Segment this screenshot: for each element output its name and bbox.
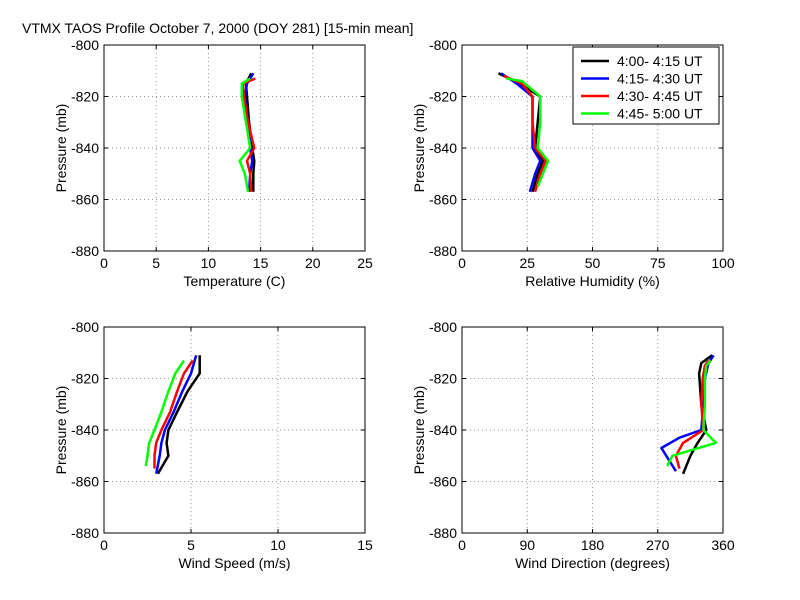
figure-title: VTMX TAOS Profile October 7, 2000 (DOY 2… bbox=[22, 20, 413, 36]
y-tick-label: -880 bbox=[71, 525, 99, 541]
legend: 4:00- 4:15 UT 4:15- 4:30 UT4:30- 4:45 UT 4… bbox=[572, 46, 720, 125]
y-tick-label: -840 bbox=[71, 422, 99, 438]
series-line-4 bbox=[144, 359, 186, 467]
plot-frame bbox=[103, 44, 366, 252]
plot-area bbox=[461, 326, 724, 534]
chart-panel-2: 0 25 50 75 100 -800 -820 -840 -860 -880 Relative H… bbox=[411, 37, 735, 289]
y-tick-label: -880 bbox=[429, 525, 457, 541]
x-tick-label: 0 bbox=[100, 537, 108, 553]
x-axis-label: Wind Direction (degrees) bbox=[515, 555, 670, 571]
x-tick-label: 20 bbox=[305, 255, 321, 271]
y-axis-label: Pressure (mb) bbox=[411, 104, 427, 193]
plot-frame bbox=[461, 326, 724, 534]
legend-label-1: 4:00- 4:15 UT bbox=[617, 53, 703, 69]
y-tick-label: -840 bbox=[71, 140, 99, 156]
plot-frame bbox=[461, 44, 724, 252]
y-tick-label: -820 bbox=[71, 89, 99, 105]
series-line-3 bbox=[153, 359, 194, 469]
x-tick-label: 0 bbox=[458, 537, 466, 553]
y-tick-label: -880 bbox=[429, 243, 457, 259]
x-tick-label: 90 bbox=[519, 537, 535, 553]
chart-panel-1: 0 5 10 15 20 25 -800 -820 -840 -860 -880 Temperatur… bbox=[53, 37, 373, 289]
series-line-3 bbox=[241, 77, 256, 192]
x-tick-label: 75 bbox=[650, 255, 666, 271]
y-tick-label: -820 bbox=[71, 371, 99, 387]
series-line-3 bbox=[503, 74, 547, 193]
legend-label-4: 4:45- 5:00 UT bbox=[617, 106, 703, 122]
y-axis-label: Pressure (mb) bbox=[53, 386, 69, 475]
y-tick-label: -860 bbox=[71, 474, 99, 490]
x-axis-label: Wind Speed (m/s) bbox=[178, 555, 290, 571]
y-tick-label: -800 bbox=[429, 319, 457, 335]
x-tick-label: 25 bbox=[357, 255, 373, 271]
y-tick-label: -800 bbox=[71, 37, 99, 53]
series-line-2 bbox=[154, 354, 198, 475]
x-tick-label: 0 bbox=[100, 255, 108, 271]
y-tick-label: -800 bbox=[71, 319, 99, 335]
y-tick-label: -880 bbox=[71, 243, 99, 259]
chart-panel-3: 0 5 10 15 -800 -820 -840 -860 -880 Wind Speed (m/… bbox=[53, 319, 373, 571]
y-axis-label: Pressure (mb) bbox=[411, 386, 427, 475]
x-tick-label: 5 bbox=[187, 537, 195, 553]
x-tick-label: 5 bbox=[152, 255, 160, 271]
chart-panel-4: 0 90 180 270 360 -800 -820 -840 -860 -880 Wind Dir… bbox=[411, 319, 735, 571]
y-tick-label: -860 bbox=[429, 474, 457, 490]
x-tick-label: 270 bbox=[646, 537, 670, 553]
y-tick-label: -860 bbox=[429, 192, 457, 208]
series-line-2 bbox=[500, 72, 542, 193]
y-tick-label: -820 bbox=[429, 89, 457, 105]
series-line-4 bbox=[238, 77, 252, 193]
y-tick-label: -840 bbox=[429, 422, 457, 438]
plot-frame bbox=[103, 326, 366, 534]
plot-area bbox=[103, 44, 366, 252]
x-tick-label: 10 bbox=[270, 537, 286, 553]
x-axis-label: Relative Humidity (%) bbox=[525, 273, 660, 289]
y-tick-label: -800 bbox=[429, 37, 457, 53]
x-tick-label: 10 bbox=[201, 255, 217, 271]
legend-label-3: 4:30- 4:45 UT bbox=[617, 88, 703, 104]
y-axis-label: Pressure (mb) bbox=[53, 104, 69, 193]
x-tick-label: 15 bbox=[357, 537, 373, 553]
x-tick-label: 50 bbox=[585, 255, 601, 271]
x-tick-label: 100 bbox=[711, 255, 735, 271]
x-tick-label: 180 bbox=[581, 537, 605, 553]
series-line-4 bbox=[506, 77, 550, 188]
x-axis-label: Temperature (C) bbox=[184, 273, 286, 289]
chart-panels: 0 5 10 15 20 25 -800 -820 -840 -860 -880 Temperatur… bbox=[53, 37, 735, 571]
x-tick-label: 25 bbox=[519, 255, 535, 271]
x-tick-label: 15 bbox=[253, 255, 269, 271]
x-tick-label: 0 bbox=[458, 255, 466, 271]
y-tick-label: -860 bbox=[71, 192, 99, 208]
legend-label-2: 4:15- 4:30 UT bbox=[617, 71, 703, 87]
series-line-1 bbox=[156, 355, 201, 475]
y-tick-label: -840 bbox=[429, 140, 457, 156]
series-line-4 bbox=[666, 359, 718, 467]
plot-area bbox=[103, 326, 366, 534]
x-tick-label: 360 bbox=[711, 537, 735, 553]
y-tick-label: -820 bbox=[429, 371, 457, 387]
